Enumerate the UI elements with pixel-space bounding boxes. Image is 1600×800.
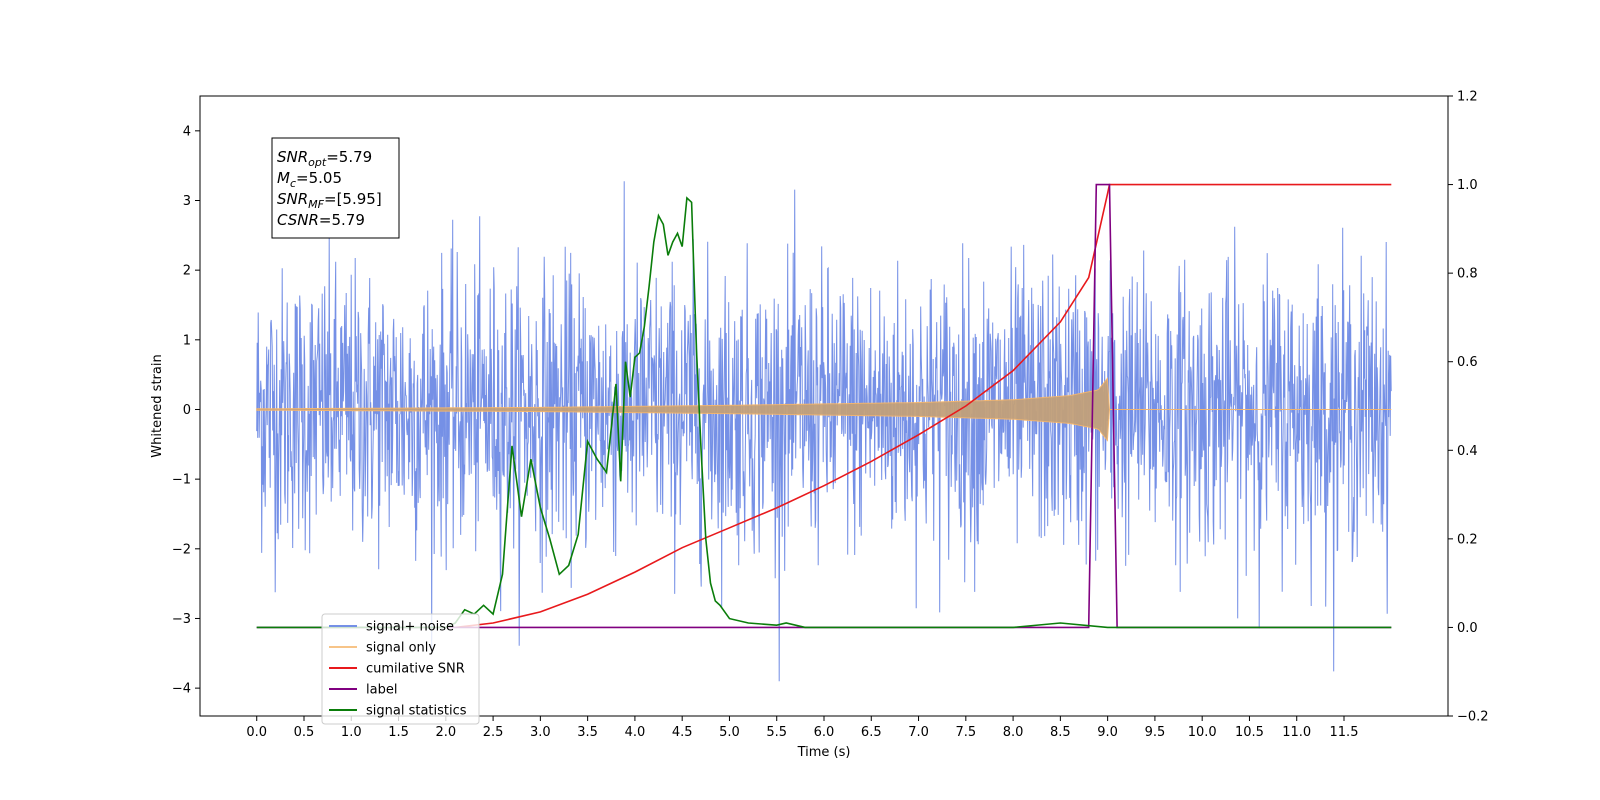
x-axis: 0.0 0.5 1.0 1.5 2.0 2.5 3.0 3.5 4.0 4.5 5.0 5.5 6.0 6… [246,716,1358,740]
x-tick-label: 11.0 [1282,725,1311,740]
annotation-line: Mc=5.05 [277,169,342,190]
x-tick-label: 7.0 [908,725,929,740]
x-tick-label: 2.5 [483,725,504,740]
x-tick-label: 10.5 [1235,725,1264,740]
annotation-value: =5.79 [319,211,365,229]
annotation-subscript: MF [308,198,324,211]
x-tick-label: 2.0 [435,725,456,740]
y2-tick-label: 0.6 [1457,355,1478,370]
y2-tick-label: 0.4 [1457,444,1478,459]
y-tick-label: 4 [183,124,191,139]
annotation-symbol: CSNR [277,211,319,229]
annotation-symbol: SNR [277,148,308,166]
y2-tick-label: 0.2 [1457,532,1478,547]
x-tick-label: 8.5 [1050,725,1071,740]
series-signal-noise [256,181,1392,682]
annotation-symbol: SNR [277,190,308,208]
x-tick-label: 9.5 [1145,725,1166,740]
y-tick-label: 3 [183,194,191,209]
annotation-subscript: c [290,177,296,190]
x-tick-label: 6.0 [814,725,835,740]
annotation-symbol: M [277,169,290,187]
y-tick-label: −2 [172,542,191,557]
y2-tick-label: 0.8 [1457,267,1478,282]
y-axis-right: −0.2 0.0 0.2 0.4 0.6 0.8 1.0 1.2 [1448,90,1489,725]
x-tick-label: 3.0 [530,725,551,740]
x-tick-label: 8.0 [1003,725,1024,740]
y2-tick-label: 0.0 [1457,621,1478,636]
annotation-line: SNRopt=5.79 [277,148,372,169]
y-tick-label: −1 [172,473,191,488]
annotation-subscript: opt [308,156,327,169]
y-tick-label: −4 [172,682,191,697]
x-tick-label: 9.0 [1097,725,1118,740]
y2-tick-label: 1.0 [1457,178,1478,193]
x-tick-label: 10.0 [1188,725,1217,740]
y-tick-label: 0 [183,403,191,418]
annotation-line: SNRMF=[5.95] [277,190,382,211]
legend-entry: signal+ noise [366,620,454,635]
legend: signal+ noise signal only cumilative SNR la… [321,613,480,725]
annotation-frame [271,137,400,239]
x-tick-label: 5.5 [766,725,787,740]
y-tick-label: 1 [183,333,191,348]
legend-entry: label [366,683,397,698]
annotation-line: CSNR=5.79 [277,211,365,229]
legend-entry: cumilative SNR [366,662,465,677]
y2-tick-label: −0.2 [1457,710,1489,725]
annotation-value: =[5.95] [324,190,382,208]
x-tick-label: 3.5 [577,725,598,740]
x-tick-label: 1.0 [341,725,362,740]
x-tick-label: 4.5 [672,725,693,740]
x-tick-label: 11.5 [1330,725,1359,740]
y-tick-label: 2 [183,264,191,279]
y-tick-label: −3 [172,612,191,627]
y2-tick-label: 1.2 [1457,90,1478,105]
x-tick-label: 0.5 [294,725,315,740]
x-axis-label: Time (s) [797,745,851,760]
legend-frame [321,613,480,725]
legend-entry: signal statistics [366,704,467,719]
x-tick-label: 1.5 [388,725,409,740]
x-tick-label: 7.5 [955,725,976,740]
y-axis-left: −4 −3 −2 −1 0 1 2 3 4 [172,124,200,697]
x-tick-label: 5.0 [719,725,740,740]
x-tick-label: 4.0 [625,725,646,740]
y-axis-label: Whitened strain [150,354,165,457]
x-tick-label: 0.0 [246,725,267,740]
annotation-value: =5.05 [296,169,342,187]
plot-area [256,181,1392,682]
series-signal-statistics [256,196,1392,629]
annotation-value: =5.79 [326,148,372,166]
series-signal-only [256,377,1392,442]
legend-entry: signal only [366,641,436,656]
x-tick-label: 6.5 [861,725,882,740]
